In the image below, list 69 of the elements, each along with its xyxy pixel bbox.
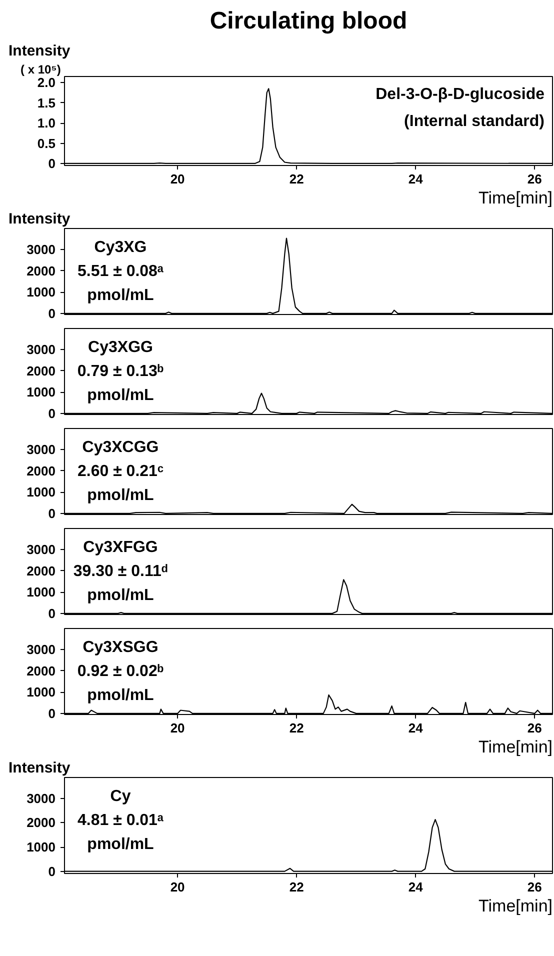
y-tick-label: 1000 — [26, 284, 56, 300]
y-tick-label: 3000 — [26, 542, 56, 558]
y-tick-label: 1.5 — [37, 95, 56, 110]
y-tick-label: 0 — [48, 156, 56, 171]
y-tick-label: 2.0 — [37, 75, 56, 90]
annotation: pmol/mL — [87, 587, 154, 604]
annotation: Cy3XG — [94, 239, 147, 256]
x-tick-label: 20 — [170, 880, 185, 894]
annotation: 4.81 ± 0.01ᵃ — [78, 812, 164, 829]
x-axis-title: Time[min] — [478, 738, 553, 756]
y-tick-label: 0 — [48, 506, 56, 521]
y-tick-label: 2000 — [26, 363, 56, 378]
annotation: 0.79 ± 0.13ᵇ — [77, 363, 164, 380]
annotation: 0.92 ± 0.02ᵇ — [77, 663, 164, 680]
chart-subtitle: ( x 10⁵) — [20, 62, 61, 76]
y-tick-label: 1.0 — [37, 116, 56, 131]
annotation: Cy3XGG — [88, 339, 153, 356]
x-tick-label: 24 — [408, 880, 424, 894]
y-tick-label: 2000 — [26, 563, 56, 578]
y-tick-label: 1000 — [26, 384, 56, 400]
y-axis-title: Intensity — [8, 210, 71, 228]
annotation: Cy3XFGG — [83, 539, 158, 556]
y-tick-label: 0 — [48, 706, 56, 721]
y-tick-label: 0 — [48, 306, 56, 321]
y-axis-title: Intensity — [8, 760, 71, 776]
y-tick-label: 2000 — [26, 263, 56, 278]
x-axis-title: Time[min] — [478, 188, 553, 208]
y-tick-label: 1000 — [26, 484, 56, 500]
annotation: pmol/mL — [87, 687, 154, 704]
annotation: pmol/mL — [87, 387, 154, 404]
annotation: pmol/mL — [87, 487, 154, 504]
y-tick-label: 3000 — [26, 442, 56, 458]
annotation: Cy3XCGG — [82, 439, 159, 456]
y-tick-label: 2000 — [26, 815, 56, 830]
y-tick-label: 1000 — [26, 684, 56, 700]
annotation: Cy — [110, 788, 131, 805]
x-tick-label: 26 — [527, 880, 542, 894]
y-tick-label: 3000 — [26, 642, 56, 658]
annotation: 5.51 ± 0.08ᵃ — [78, 263, 164, 280]
y-tick-label: 0 — [48, 606, 56, 621]
x-axis-title: Time[min] — [478, 896, 553, 916]
y-tick-label: 2000 — [26, 663, 56, 678]
annotation: pmol/mL — [87, 287, 154, 304]
annotation: pmol/mL — [87, 836, 154, 853]
annotation: 39.30 ± 0.11ᵈ — [73, 563, 168, 580]
chart-title: Circulating blood — [210, 8, 408, 34]
x-tick-label: 22 — [289, 172, 304, 186]
y-tick-label: 3000 — [26, 790, 56, 806]
y-tick-label: 1000 — [26, 840, 56, 855]
y-tick-label: 3000 — [26, 242, 56, 258]
y-tick-label: 3000 — [26, 342, 56, 358]
y-tick-label: 0.5 — [37, 136, 56, 151]
x-tick-label: 24 — [408, 172, 424, 186]
y-axis-title: Intensity — [8, 42, 71, 60]
x-tick-label: 20 — [170, 720, 185, 736]
x-tick-label: 26 — [527, 172, 542, 186]
annotation: (Internal standard) — [404, 113, 545, 130]
x-tick-label: 24 — [408, 720, 424, 736]
x-tick-label: 20 — [170, 172, 185, 186]
y-tick-label: 0 — [48, 864, 56, 879]
x-tick-label: 22 — [289, 720, 304, 736]
y-tick-label: 0 — [48, 406, 56, 421]
y-tick-label: 1000 — [26, 584, 56, 600]
x-tick-label: 26 — [527, 720, 542, 736]
annotation: Del-3-O-β-D-glucoside — [376, 86, 545, 103]
annotation: 2.60 ± 0.21ᶜ — [77, 463, 164, 480]
x-tick-label: 22 — [289, 880, 304, 894]
annotation: Cy3XSGG — [82, 639, 158, 656]
y-tick-label: 2000 — [26, 463, 56, 478]
